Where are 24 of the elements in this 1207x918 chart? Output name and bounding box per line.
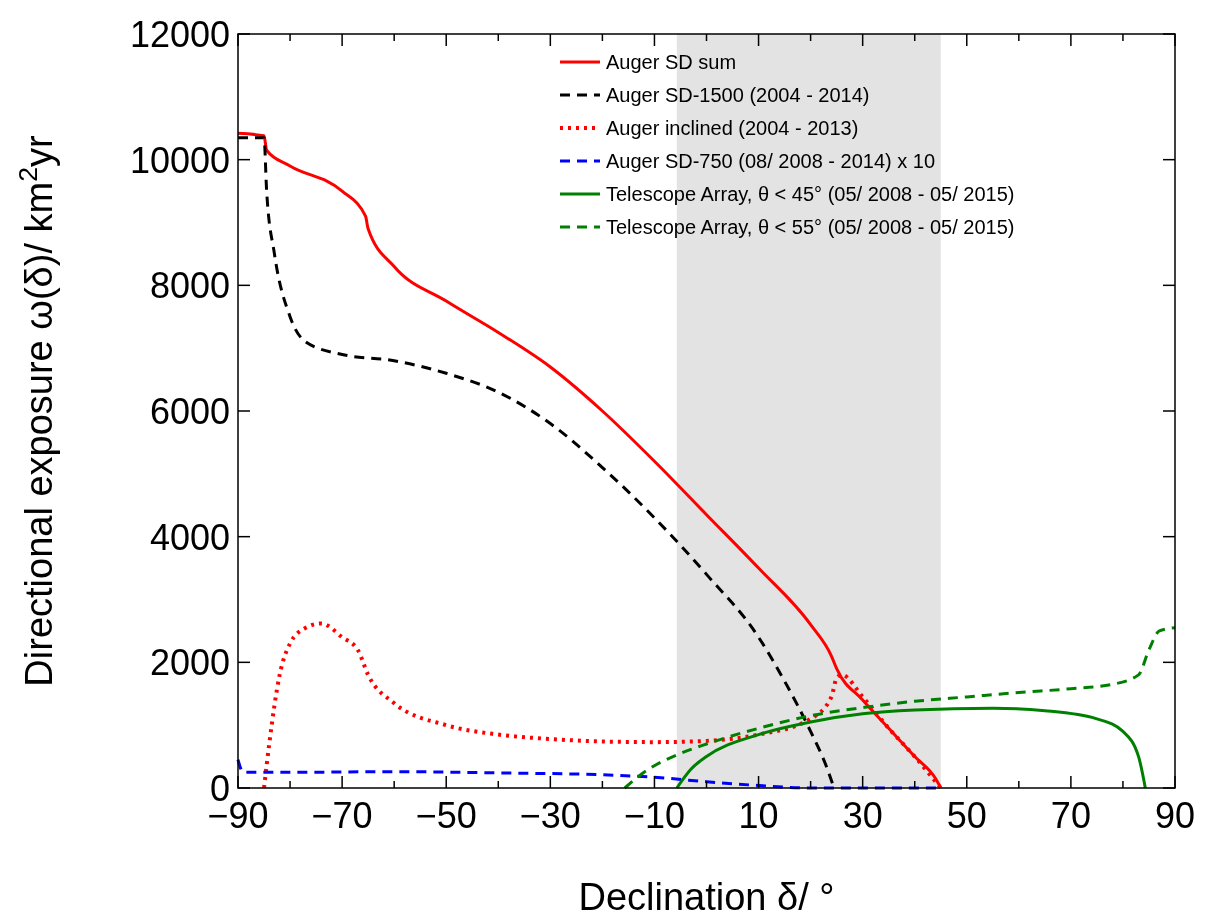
x-axis-title: Declination δ/ ° — [578, 876, 835, 918]
y-tick-label: 2000 — [149, 642, 230, 684]
legend-label: Telescope Array, θ < 45° (05/ 2008 - 05/ 2015) — [606, 183, 1015, 205]
legend-label: Telescope Array, θ < 55° (05/ 2008 - 05/ 2015) — [606, 216, 1015, 238]
x-tick-label: 90 — [1154, 795, 1196, 836]
legend-label: Auger SD sum — [606, 51, 737, 73]
x-tick-label: −30 — [519, 795, 581, 836]
line-series — [675, 706, 1147, 790]
y-tick-label: 10000 — [129, 139, 230, 181]
y-tick-label: 8000 — [149, 265, 230, 307]
x-tick-label: 10 — [738, 795, 779, 836]
x-tick-label: −70 — [311, 795, 373, 836]
y-tick-label: 6000 — [149, 391, 230, 432]
y-tick-label: 12000 — [129, 14, 230, 55]
x-tick-label: 50 — [946, 795, 987, 836]
line-series — [623, 626, 1177, 790]
x-tick-label: 30 — [842, 795, 883, 836]
legend-label: Auger SD-750 (08/ 2008 - 2014) x 10 — [606, 150, 936, 172]
x-tick-label: −10 — [623, 795, 685, 836]
legend-label: Auger inclined (2004 - 2013) — [606, 117, 859, 139]
x-tick-label: −50 — [415, 795, 477, 836]
legend-label: Auger SD-1500 (2004 - 2014) — [606, 84, 870, 106]
y-tick-label: 4000 — [149, 516, 230, 558]
x-tick-label: 70 — [1050, 795, 1091, 836]
